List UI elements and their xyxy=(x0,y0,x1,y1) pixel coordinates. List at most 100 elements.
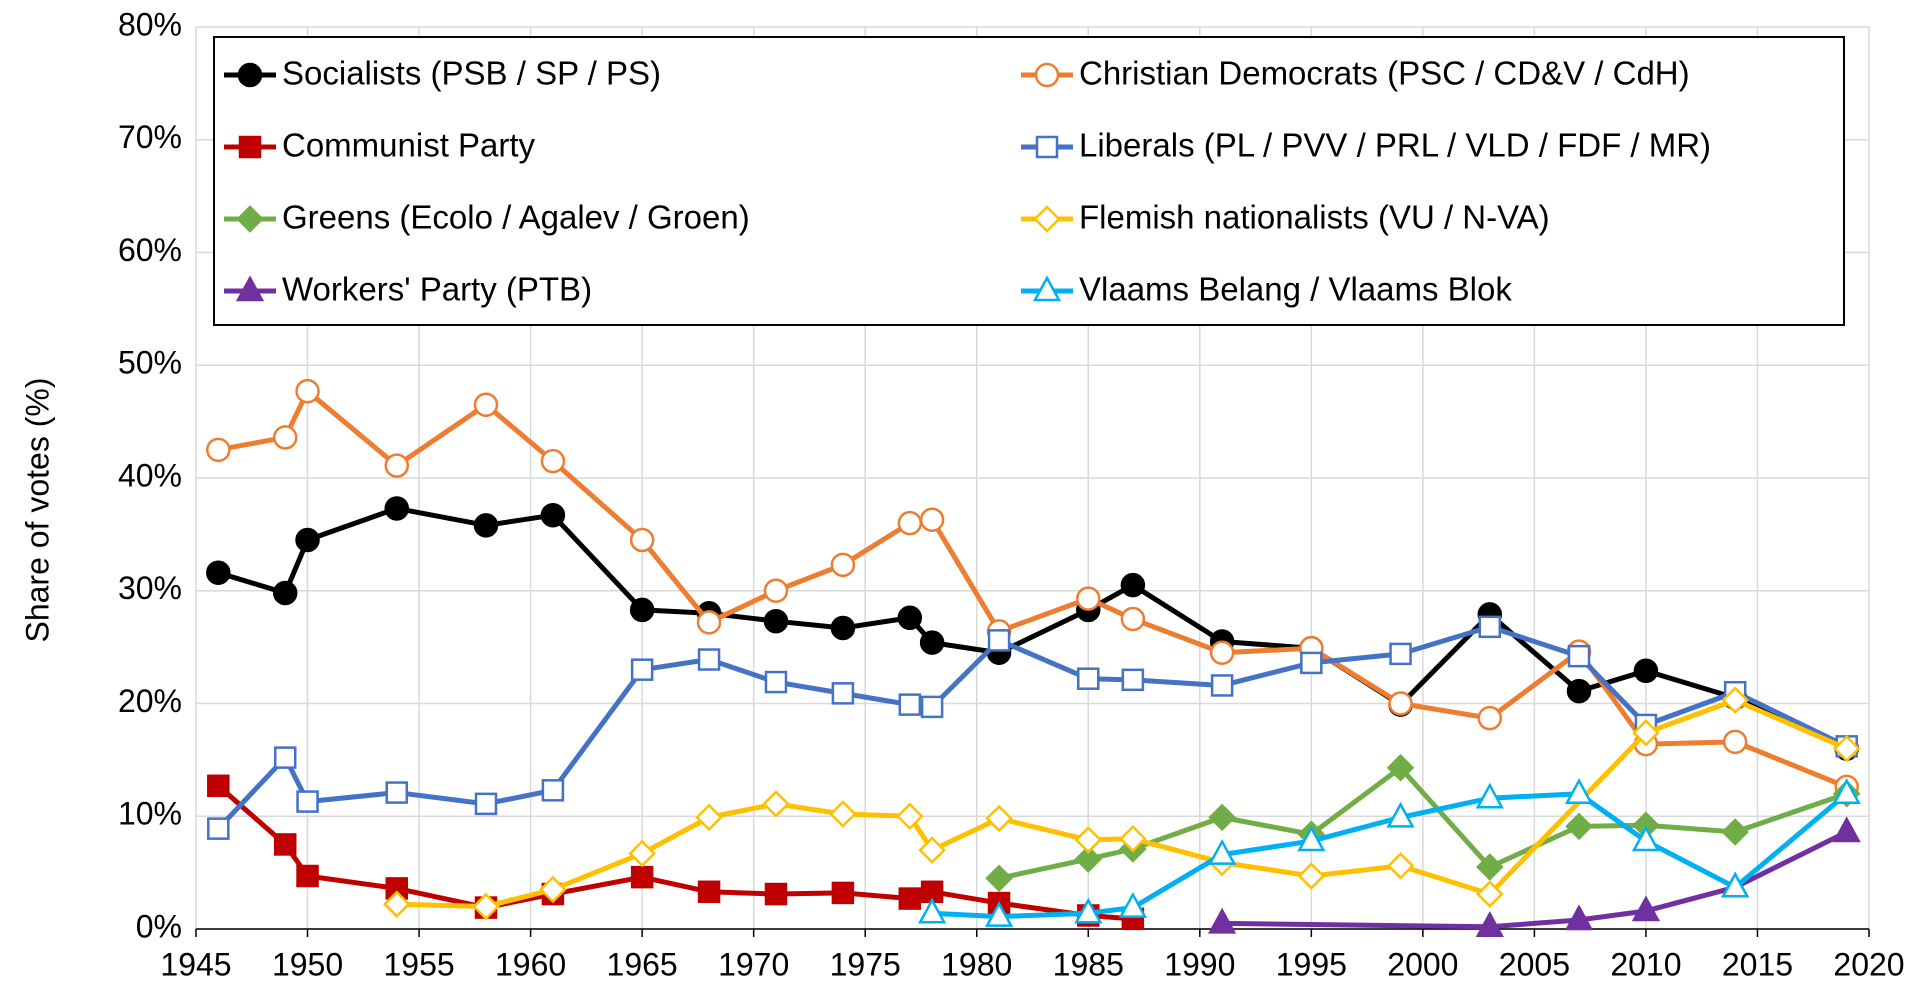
marker xyxy=(831,682,855,705)
y-tick-label: 70% xyxy=(118,119,182,155)
marker xyxy=(1077,667,1100,690)
marker xyxy=(1476,853,1504,881)
marker xyxy=(762,790,790,818)
legend-box xyxy=(213,36,1845,326)
marker xyxy=(1721,686,1749,714)
marker xyxy=(1033,205,1061,233)
marker xyxy=(1032,275,1062,302)
x-tick-label: 1950 xyxy=(272,946,343,982)
x-tick-label: 1990 xyxy=(1164,946,1235,982)
marker xyxy=(1208,838,1237,865)
marker xyxy=(540,502,566,528)
marker xyxy=(1121,668,1145,692)
marker xyxy=(1297,825,1326,852)
marker xyxy=(629,597,655,623)
marker xyxy=(296,790,319,813)
marker xyxy=(1564,778,1594,804)
marker xyxy=(987,629,1011,652)
legend-item: Communist Party xyxy=(224,127,536,164)
marker xyxy=(207,774,230,798)
marker xyxy=(764,670,788,694)
marker xyxy=(984,900,1014,927)
marker xyxy=(540,448,566,474)
marker xyxy=(206,560,231,585)
marker xyxy=(206,437,231,463)
marker xyxy=(897,605,923,631)
marker xyxy=(1120,572,1146,598)
x-tick-label: 1945 xyxy=(160,946,231,982)
marker xyxy=(1633,658,1659,684)
marker xyxy=(1386,852,1415,880)
series xyxy=(207,615,1858,840)
marker xyxy=(1388,691,1413,716)
marker xyxy=(831,881,855,905)
marker xyxy=(898,887,922,910)
marker xyxy=(1478,615,1502,639)
marker xyxy=(1389,642,1412,666)
marker xyxy=(697,648,721,671)
series xyxy=(206,378,1859,800)
series xyxy=(918,778,1861,927)
marker xyxy=(697,880,721,904)
marker xyxy=(273,833,297,856)
legend-item: Vlaams Belang / Vlaams Blok xyxy=(1021,271,1512,308)
marker xyxy=(238,135,262,159)
legend-item: Socialists (PSB / SP / PS) xyxy=(224,55,661,92)
marker xyxy=(1832,816,1861,843)
marker xyxy=(1832,778,1861,804)
marker xyxy=(1475,911,1504,937)
legend-item: Workers' Party (PTB) xyxy=(224,271,592,308)
y-tick-label: 20% xyxy=(118,683,182,719)
legend-label: Greens (Ecolo / Agalev / Groen) xyxy=(282,199,750,236)
marker xyxy=(1119,825,1147,853)
marker xyxy=(696,610,722,635)
marker xyxy=(1209,640,1235,666)
marker xyxy=(1475,782,1504,809)
marker xyxy=(830,615,856,641)
marker xyxy=(896,802,924,831)
x-tick-label: 2020 xyxy=(1833,946,1904,982)
series xyxy=(207,774,1145,931)
marker xyxy=(237,62,263,88)
marker xyxy=(1034,62,1060,88)
marker xyxy=(1386,753,1415,782)
marker xyxy=(1076,586,1101,611)
y-tick-label: 30% xyxy=(118,570,182,606)
marker xyxy=(763,578,789,603)
marker xyxy=(1565,812,1593,841)
legend-item: Greens (Ecolo / Agalev / Groen) xyxy=(224,199,750,236)
x-tick-label: 2005 xyxy=(1499,946,1570,982)
marker xyxy=(1210,674,1234,697)
marker xyxy=(207,817,230,840)
marker xyxy=(384,453,410,478)
marker xyxy=(918,836,946,864)
marker xyxy=(1721,871,1750,898)
series-line xyxy=(1222,829,1848,930)
marker xyxy=(1722,729,1748,755)
series-line xyxy=(396,697,1848,909)
marker xyxy=(763,608,789,634)
marker xyxy=(382,890,411,918)
marker xyxy=(1074,897,1103,924)
marker xyxy=(1386,801,1415,828)
marker xyxy=(1631,825,1661,852)
marker xyxy=(695,803,723,832)
x-tick-label: 1955 xyxy=(383,946,454,982)
marker xyxy=(919,507,945,532)
series xyxy=(206,496,1859,761)
series xyxy=(382,686,1861,921)
marker xyxy=(629,527,655,553)
marker xyxy=(296,864,319,888)
marker xyxy=(385,781,409,804)
y-tick-label: 10% xyxy=(118,796,182,832)
x-tick-label: 2000 xyxy=(1387,946,1458,982)
legend-item: Christian Democrats (PSC / CD&V / CdH) xyxy=(1021,55,1690,92)
marker xyxy=(630,865,654,889)
series xyxy=(1208,816,1861,937)
marker xyxy=(1566,678,1592,704)
legend-label: Vlaams Belang / Vlaams Blok xyxy=(1079,271,1512,308)
marker xyxy=(1632,719,1660,747)
series-line xyxy=(217,505,1848,751)
marker xyxy=(764,882,788,906)
x-tick-label: 2015 xyxy=(1722,946,1793,982)
